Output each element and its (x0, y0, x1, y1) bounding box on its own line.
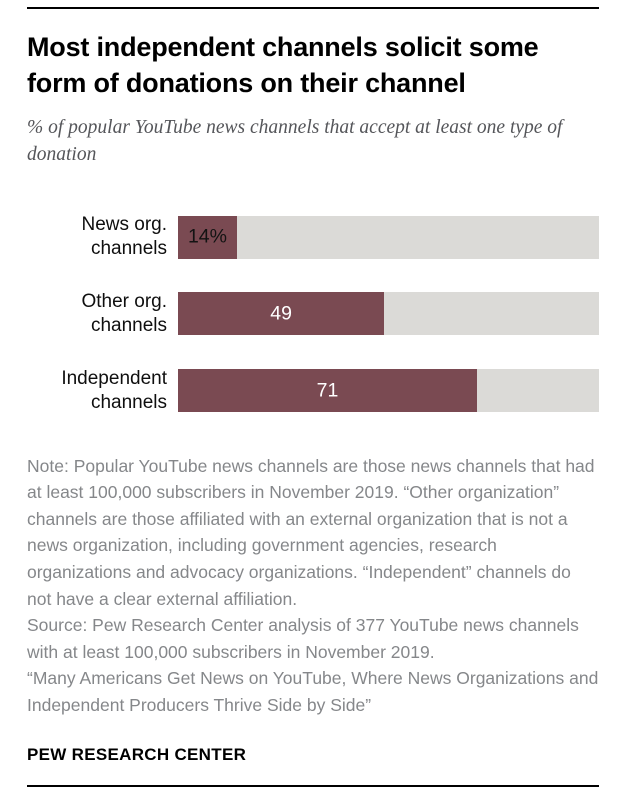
bar-value-label: 49 (270, 302, 292, 325)
bar-track: 49 (178, 292, 599, 336)
bar-value-label: 14% (187, 225, 227, 248)
report-title-text: “Many Americans Get News on YouTube, Whe… (27, 668, 599, 716)
footnotes: Note: Popular YouTube news channels are … (27, 453, 599, 719)
chart-row: News org. channels 14% (27, 213, 599, 261)
brand-footer: PEW RESEARCH CENTER (27, 744, 247, 764)
category-label: Independent channels (61, 367, 167, 413)
chart-row: Independent channels 71 (27, 367, 599, 415)
category-label: News org. channels (81, 214, 167, 259)
bar: 71 (178, 369, 477, 413)
top-rule (27, 7, 599, 9)
bottom-rule (27, 785, 599, 787)
chart-title: Most independent channels solicit some f… (27, 32, 539, 98)
chart-subtitle: % of popular YouTube news channels that … (27, 117, 563, 166)
chart-row: Other org. channels 49 (27, 290, 599, 338)
source-text: Source: Pew Research Center analysis of … (27, 615, 579, 662)
bar: 14% (178, 215, 237, 259)
bar-chart: News org. channels 14% Other org. channe… (27, 213, 599, 415)
bar: 49 (178, 292, 385, 336)
category-label: Other org. channels (81, 290, 167, 336)
bar-track: 71 (178, 369, 599, 413)
bar-track: 14% (178, 215, 599, 259)
note-text: Note: Popular YouTube news channels are … (27, 455, 595, 609)
bar-value-label: 71 (316, 379, 339, 402)
